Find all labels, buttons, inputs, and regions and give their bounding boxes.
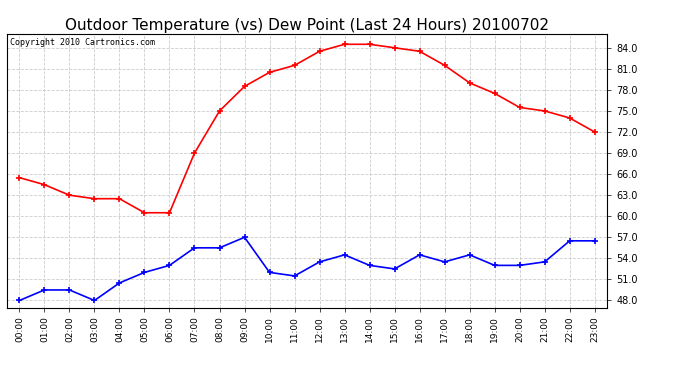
Text: Copyright 2010 Cartronics.com: Copyright 2010 Cartronics.com xyxy=(10,38,155,47)
Title: Outdoor Temperature (vs) Dew Point (Last 24 Hours) 20100702: Outdoor Temperature (vs) Dew Point (Last… xyxy=(65,18,549,33)
